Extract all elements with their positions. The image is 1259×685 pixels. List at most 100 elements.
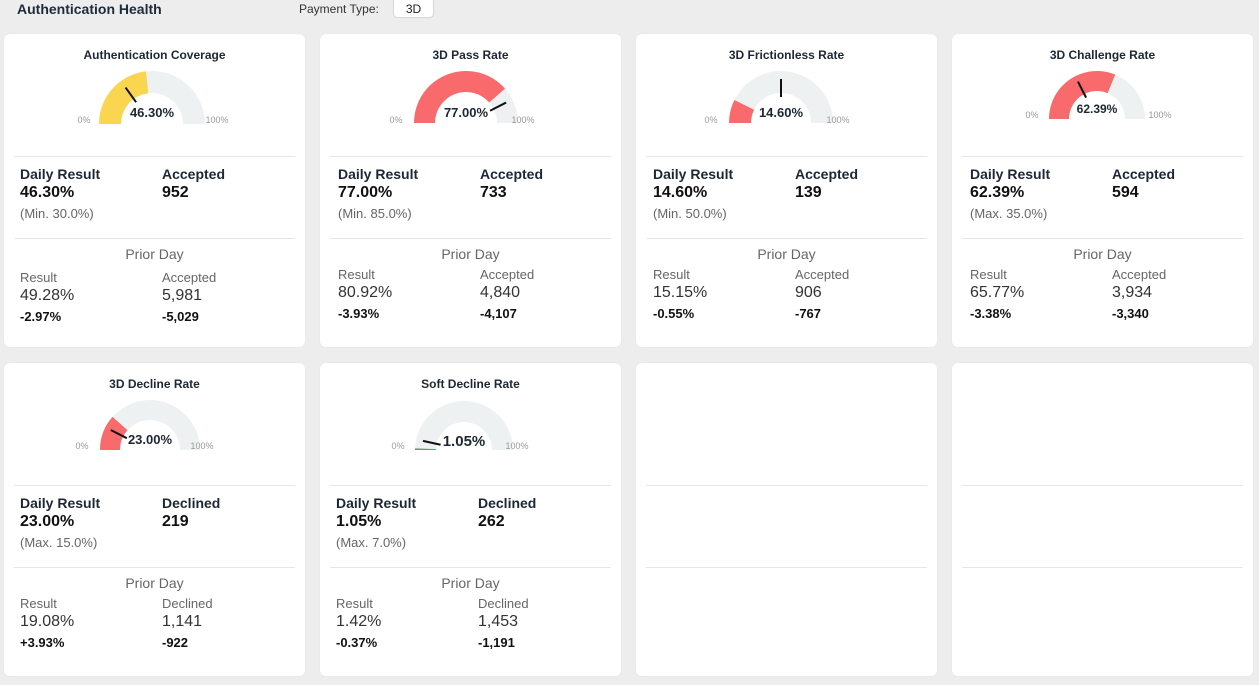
gauge-threshold-marker	[422, 439, 441, 446]
gauge-max-label: 100%	[205, 115, 228, 125]
gauge-fill	[99, 71, 149, 124]
threshold-text: (Max. 7.0%)	[336, 535, 407, 550]
gauge-threshold-marker	[124, 87, 137, 103]
metric-card-3d-challenge-rate: 3D Challenge Rate 62.39% 0% 100% Daily Res…	[952, 34, 1253, 347]
gauge-chart: 62.39% 0% 100%	[1025, 71, 1172, 120]
empty-card	[636, 363, 937, 676]
prior-count-value: 906	[795, 284, 822, 301]
prior-result-delta: -0.55%	[653, 306, 695, 321]
gauge-fill	[100, 416, 128, 450]
prior-count-delta: -3,340	[1112, 306, 1149, 321]
divider	[14, 238, 295, 239]
prior-count-value: 3,934	[1112, 284, 1153, 301]
prior-result-value: 65.77%	[970, 284, 1025, 301]
prior-count-delta: -5,029	[162, 309, 199, 324]
prior-count-value: 1,453	[478, 613, 519, 630]
card-title: Authentication Coverage	[83, 48, 226, 62]
metric-card-3d-decline-rate: 3D Decline Rate 23.00% 0% 100% Daily Resul…	[4, 363, 305, 676]
daily-result-label: Daily Result	[970, 166, 1051, 182]
gauge-min-label: 0%	[704, 115, 717, 125]
divider	[330, 156, 611, 157]
prior-result-label: Result	[653, 267, 690, 282]
metric-card-3d-frictionless-rate: 3D Frictionless Rate 14.60% 0% 100% Daily …	[636, 34, 937, 347]
threshold-text: (Min. 85.0%)	[338, 206, 412, 221]
gauge-value-label: 62.39%	[1077, 102, 1118, 116]
daily-result-value: 46.30%	[20, 184, 75, 201]
threshold-text: (Min. 50.0%)	[653, 206, 727, 221]
prior-count-delta: -4,107	[480, 306, 517, 321]
divider	[962, 485, 1243, 486]
daily-result-value: 1.05%	[336, 513, 382, 530]
gauge-threshold-marker	[489, 101, 507, 112]
prior-result-label: Result	[20, 596, 57, 611]
prior-count-label: Accepted	[480, 267, 535, 282]
divider	[962, 567, 1243, 568]
prior-day-title: Prior Day	[1073, 246, 1132, 262]
prior-count-label: Declined	[162, 596, 213, 611]
gauge-threshold-marker	[1077, 81, 1087, 99]
prior-count-value: 5,981	[162, 287, 203, 304]
gauge-max-label: 100%	[826, 115, 849, 125]
divider	[646, 238, 927, 239]
daily-result-label: Daily Result	[20, 166, 101, 182]
gauge-min-label: 0%	[77, 115, 90, 125]
daily-result-label: Daily Result	[336, 495, 417, 511]
divider	[330, 238, 611, 239]
divider	[962, 156, 1243, 157]
prior-day-title: Prior Day	[757, 246, 816, 262]
prior-result-delta: -3.38%	[970, 306, 1012, 321]
count-label: Accepted	[162, 166, 226, 182]
prior-result-value: 49.28%	[20, 287, 75, 304]
count-value: 262	[478, 513, 505, 530]
gauge-fill	[1049, 71, 1116, 119]
divider	[14, 485, 295, 486]
card-title: 3D Frictionless Rate	[728, 48, 845, 62]
divider	[962, 238, 1243, 239]
gauge-min-label: 0%	[391, 441, 404, 451]
prior-count-label: Accepted	[795, 267, 850, 282]
daily-result-value: 62.39%	[970, 184, 1025, 201]
prior-day-title: Prior Day	[441, 246, 500, 262]
gauge-chart: 23.00% 0% 100%	[75, 400, 214, 451]
card-title: 3D Pass Rate	[432, 48, 509, 62]
prior-result-delta: -2.97%	[20, 309, 62, 324]
prior-count-label: Accepted	[162, 270, 217, 285]
prior-count-label: Accepted	[1112, 267, 1167, 282]
count-label: Accepted	[480, 166, 544, 182]
gauge-track	[100, 400, 200, 450]
threshold-text: (Min. 30.0%)	[20, 206, 94, 221]
gauge-track	[415, 401, 513, 450]
count-label: Declined	[162, 495, 221, 511]
gauge-chart: 14.60% 0% 100%	[704, 71, 850, 125]
prior-count-delta: -1,191	[478, 635, 515, 650]
gauge-chart: 1.05% 0% 100%	[391, 401, 529, 451]
card-title: 3D Challenge Rate	[1049, 48, 1156, 62]
gauge-min-label: 0%	[1025, 110, 1038, 120]
prior-result-delta: -0.37%	[336, 635, 378, 650]
metric-card-authentication-coverage: Authentication Coverage 46.30% 0% 100% Dai…	[4, 34, 305, 347]
prior-result-delta: -3.93%	[338, 306, 380, 321]
divider	[646, 156, 927, 157]
prior-result-delta: +3.93%	[20, 635, 65, 650]
daily-result-value: 14.60%	[653, 184, 708, 201]
gauge-track	[729, 71, 833, 123]
prior-count-value: 1,141	[162, 613, 203, 630]
daily-result-value: 23.00%	[20, 513, 75, 530]
divider	[646, 567, 927, 568]
threshold-text: (Max. 35.0%)	[970, 206, 1048, 221]
payment-type-select[interactable]: 3D	[393, 0, 434, 18]
count-value: 139	[795, 184, 822, 201]
prior-result-label: Result	[970, 267, 1007, 282]
header-bar: Authentication Health Payment Type: 3D	[0, 0, 1259, 22]
divider	[330, 485, 611, 486]
gauge-value-label: 14.60%	[759, 105, 804, 120]
gauge-max-label: 100%	[505, 441, 528, 451]
threshold-text: (Max. 15.0%)	[20, 535, 98, 550]
count-value: 594	[1112, 184, 1139, 201]
metric-card-3d-pass-rate: 3D Pass Rate 77.00% 0% 100% Daily Result 7…	[320, 34, 621, 347]
prior-result-label: Result	[338, 267, 375, 282]
gauge-min-label: 0%	[75, 441, 88, 451]
prior-result-value: 1.42%	[336, 613, 382, 630]
prior-count-delta: -922	[162, 635, 189, 650]
divider	[646, 485, 927, 486]
